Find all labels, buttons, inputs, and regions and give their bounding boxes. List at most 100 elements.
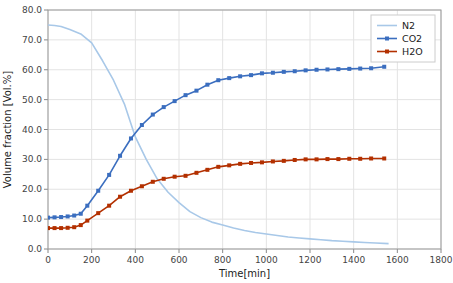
series-marker — [325, 67, 329, 71]
series-marker — [85, 219, 89, 223]
series-marker — [293, 158, 297, 162]
legend-marker — [385, 37, 389, 41]
legend: N2 CO2 H2O — [371, 15, 435, 62]
y-grid-line — [48, 189, 441, 190]
x-tick — [222, 249, 223, 253]
series-marker — [118, 195, 122, 199]
series-marker — [140, 184, 144, 188]
series-marker — [96, 189, 100, 193]
series-marker — [53, 215, 57, 219]
y-tick-label: 70.0 — [22, 35, 42, 45]
series-1 — [48, 65, 386, 220]
series-marker — [184, 93, 188, 97]
x-tick — [48, 249, 49, 253]
series-marker — [249, 73, 253, 77]
series-marker — [151, 113, 155, 117]
series-marker — [238, 74, 242, 78]
y-tick — [44, 219, 48, 220]
series-marker — [227, 163, 231, 167]
series-marker — [194, 89, 198, 93]
series-marker — [72, 225, 76, 229]
y-axis-label: Volume fraction [Vol.%] — [2, 71, 13, 189]
series-marker — [79, 223, 83, 227]
series-marker — [96, 211, 100, 215]
series-marker — [53, 226, 57, 230]
series-marker — [216, 165, 220, 169]
x-tick — [135, 249, 136, 253]
series-marker — [315, 157, 319, 161]
legend-swatch — [377, 25, 397, 27]
series-marker — [382, 65, 386, 69]
series-marker — [129, 189, 133, 193]
series-marker — [260, 71, 264, 75]
series-marker — [173, 175, 177, 179]
legend-label: N2 — [402, 20, 415, 31]
series-marker — [382, 156, 386, 160]
y-grid-line — [48, 129, 441, 130]
series-marker — [304, 157, 308, 161]
x-tick-label: 1800 — [430, 255, 453, 265]
series-marker — [85, 204, 89, 208]
x-tick — [179, 249, 180, 253]
series-line — [48, 158, 384, 228]
series-marker — [59, 215, 63, 219]
series-marker — [79, 212, 83, 216]
plot-frame — [48, 10, 441, 249]
series-marker — [347, 157, 351, 161]
y-tick — [44, 99, 48, 100]
y-tick-label: 40.0 — [22, 125, 42, 135]
y-tick-label: 80.0 — [22, 5, 42, 15]
x-tick-label: 1000 — [255, 255, 278, 265]
x-tick-label: 1200 — [299, 255, 322, 265]
plot-area — [48, 25, 389, 244]
series-marker — [184, 174, 188, 178]
y-tick — [44, 249, 48, 250]
series-marker — [48, 216, 50, 220]
x-tick — [353, 249, 354, 253]
series-marker — [162, 105, 166, 109]
x-tick — [91, 249, 92, 253]
x-tick-label: 800 — [214, 255, 231, 265]
series-marker — [347, 67, 351, 71]
series-0 — [48, 25, 389, 244]
series-marker — [48, 226, 50, 230]
y-tick — [44, 159, 48, 160]
series-marker — [72, 214, 76, 218]
series-marker — [336, 67, 340, 71]
series-marker — [369, 156, 373, 160]
x-tick — [266, 249, 267, 253]
series-marker — [304, 68, 308, 72]
series-marker — [282, 159, 286, 163]
series-marker — [140, 123, 144, 127]
series-marker — [205, 168, 209, 172]
series-marker — [107, 204, 111, 208]
legend-label: H2O — [402, 46, 423, 57]
series-marker — [107, 173, 111, 177]
series-line — [48, 67, 384, 218]
series-marker — [129, 136, 133, 140]
chart: 0200400600800100012001400160018000.010.0… — [0, 0, 453, 283]
x-tick-label: 0 — [45, 255, 51, 265]
y-tick — [44, 10, 48, 11]
legend-label: CO2 — [402, 33, 422, 44]
series-line — [48, 25, 389, 244]
series-marker — [151, 180, 155, 184]
y-tick — [44, 129, 48, 130]
series-marker — [336, 157, 340, 161]
series-marker — [194, 171, 198, 175]
grid — [48, 10, 441, 249]
y-tick-label: 20.0 — [22, 184, 42, 194]
series-marker — [293, 69, 297, 73]
y-tick — [44, 189, 48, 190]
x-tick — [397, 249, 398, 253]
series-marker — [358, 157, 362, 161]
y-tick-label: 60.0 — [22, 65, 42, 75]
x-tick — [441, 249, 442, 253]
series-marker — [118, 154, 122, 158]
x-tick — [310, 249, 311, 253]
y-tick-label: 10.0 — [22, 214, 42, 224]
series-marker — [66, 226, 70, 230]
legend-marker — [385, 50, 389, 54]
x-axis-label: Time[min] — [218, 268, 270, 279]
series-marker — [216, 78, 220, 82]
